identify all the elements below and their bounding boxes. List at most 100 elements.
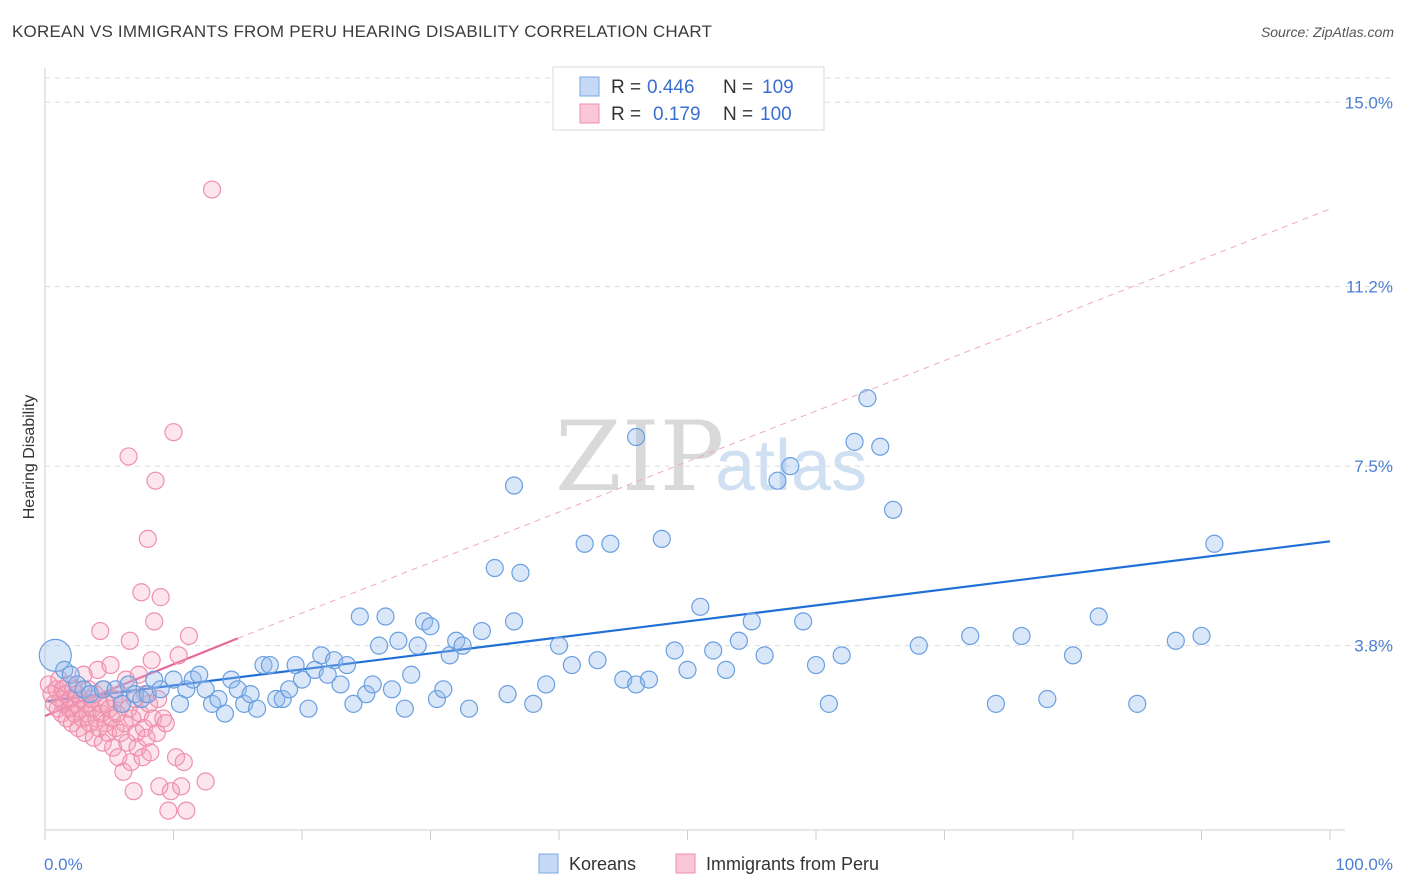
korean-point-65 <box>504 612 524 631</box>
korean-point-102 <box>1089 607 1108 626</box>
chart-title: KOREAN VS IMMIGRANTS FROM PERU HEARING D… <box>12 22 713 41</box>
korean-point-100 <box>1038 689 1057 709</box>
peru-point-77 <box>142 651 161 670</box>
legend-n-koreans: 109 <box>762 77 794 98</box>
korean-point-63 <box>485 558 504 578</box>
peru-point-55 <box>114 762 133 781</box>
korean-point-86 <box>768 471 787 490</box>
korean-point-14 <box>151 680 170 699</box>
korean-point-101 <box>1063 646 1083 665</box>
korean-point-67 <box>524 694 543 713</box>
korean-point-84 <box>742 612 761 631</box>
korean-point-71 <box>575 534 594 553</box>
korean-point-94 <box>871 437 890 456</box>
peru-point-74 <box>138 529 157 549</box>
korean-point-62 <box>472 621 491 641</box>
korean-point-104 <box>1166 631 1185 650</box>
peru-point-39 <box>93 733 112 752</box>
korean-point-96 <box>909 636 928 655</box>
peru-point-86 <box>156 714 175 733</box>
korean-point-47 <box>370 636 389 655</box>
korean-point-44 <box>350 607 369 626</box>
x-tick-label-min: 0.0% <box>44 855 83 874</box>
peru-point-93 <box>174 752 193 772</box>
legend-r-koreans: 0.446 <box>647 77 695 98</box>
y-axis-label: Hearing Disability <box>21 395 38 520</box>
korean-point-66 <box>511 563 530 582</box>
peru-point-99 <box>119 447 138 466</box>
korean-point-97 <box>961 626 980 646</box>
peru-point-94 <box>177 801 196 820</box>
korean-point-79 <box>678 660 697 679</box>
korean-point-72 <box>588 651 607 670</box>
korean-point-15 <box>164 670 183 689</box>
korean-point-81 <box>704 641 723 660</box>
peru-point-91 <box>169 646 188 665</box>
trend-line-koreans <box>44 540 1331 703</box>
korean-point-31 <box>267 689 286 709</box>
korean-point-99 <box>1012 626 1031 646</box>
korean-point-77 <box>652 529 671 549</box>
korean-point-95 <box>883 500 903 519</box>
korean-point-55 <box>421 617 440 636</box>
korean-point-32 <box>273 689 292 709</box>
peru-point-76 <box>141 743 160 762</box>
korean-point-30 <box>260 655 279 675</box>
korean-point-60 <box>453 636 472 655</box>
legend-n-label-peru: N = <box>723 104 753 125</box>
korean-point-35 <box>292 670 312 689</box>
peru-point-95 <box>179 626 199 646</box>
chart-source: Source: ZipAtlas.com <box>1260 24 1394 40</box>
korean-point-48 <box>376 607 395 626</box>
bottom-legend-label-koreans: Koreans <box>569 854 636 874</box>
peru-point-60 <box>120 631 139 650</box>
peru-point-92 <box>172 777 191 796</box>
korean-point-61 <box>459 699 479 718</box>
korean-point-23 <box>215 704 234 723</box>
korean-point-57 <box>434 680 453 699</box>
y-tick-label-3: 15.0% <box>1345 93 1393 112</box>
korean-point-93 <box>858 389 877 408</box>
korean-point-6 <box>93 680 112 699</box>
korean-point-52 <box>402 665 421 684</box>
korean-point-70 <box>562 655 581 675</box>
korean-point-90 <box>819 694 838 713</box>
korean-point-92 <box>845 432 864 451</box>
peru-point-45 <box>101 655 120 675</box>
korean-point-45 <box>357 685 376 704</box>
korean-point-83 <box>729 631 749 650</box>
x-tick-label-max: 100.0% <box>1335 855 1393 874</box>
peru-point-69 <box>132 583 151 602</box>
korean-point-36 <box>299 699 318 718</box>
korean-point-13 <box>145 670 164 689</box>
korean-point-49 <box>382 680 402 699</box>
watermark-zip: ZIP <box>555 401 724 513</box>
peru-point-25 <box>75 723 94 743</box>
trend-line-peru-extension <box>237 208 1331 639</box>
series-peru-points <box>39 180 222 820</box>
korean-point-91 <box>832 646 851 665</box>
korean-point-76 <box>639 670 659 689</box>
korean-point-17 <box>177 680 196 699</box>
y-tick-label-2: 11.2% <box>1346 278 1393 297</box>
korean-point-53 <box>408 636 427 655</box>
korean-point-103 <box>1128 694 1147 713</box>
korean-point-68 <box>537 675 556 694</box>
korean-point-29 <box>254 655 273 675</box>
peru-point-85 <box>154 709 173 728</box>
gridlines <box>45 77 1392 647</box>
legend-r-label-koreans: R = <box>611 77 641 98</box>
korean-point-88 <box>794 612 813 631</box>
peru-point-88 <box>161 782 181 801</box>
korean-point-106 <box>1205 534 1224 553</box>
korean-point-43 <box>344 694 363 713</box>
peru-point-79 <box>145 612 164 631</box>
peru-point-49 <box>106 719 125 738</box>
legend-swatch-koreans <box>579 76 600 97</box>
peru-point-80 <box>146 471 165 490</box>
korean-point-46 <box>363 675 382 694</box>
korean-point-64 <box>498 685 517 704</box>
peru-point-8 <box>53 680 73 699</box>
peru-point-63 <box>124 782 143 801</box>
